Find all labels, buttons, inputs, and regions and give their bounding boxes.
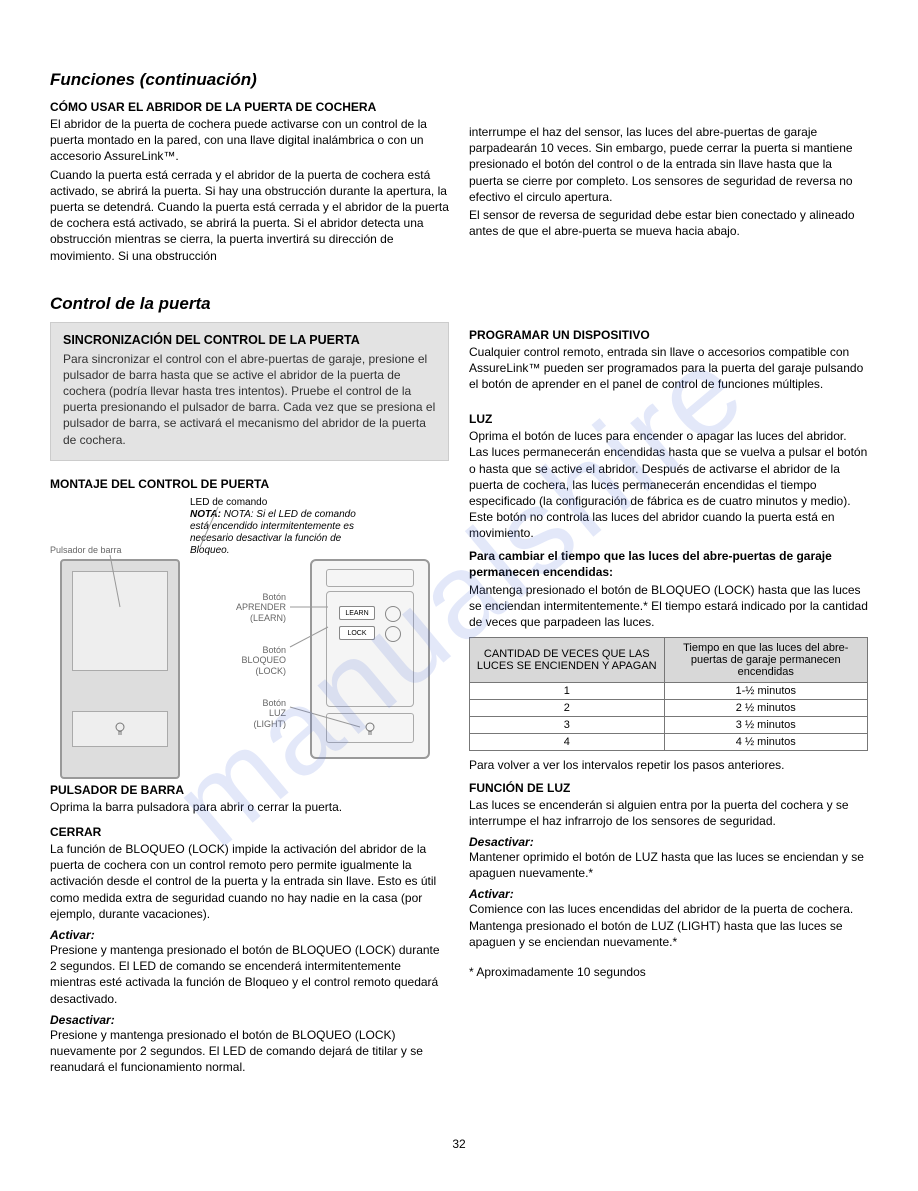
door-control-device xyxy=(60,559,180,779)
table-header-1: CANTIDAD DE VECES QUE LAS LUCES SE ENCIE… xyxy=(470,637,665,682)
montaje-title: MONTAJE DEL CONTROL DE PUERTA xyxy=(50,477,449,491)
pulsador-label: Pulsador de barra xyxy=(50,545,126,555)
table-header-2: Tiempo en que las luces del abre-puertas… xyxy=(664,637,868,682)
activar-label: Activar: xyxy=(50,928,449,942)
light-duration-table: CANTIDAD DE VECES QUE LAS LUCES SE ENCIE… xyxy=(469,637,868,751)
pulsador-barra-text: Oprima la barra pulsadora para abrir o c… xyxy=(50,799,449,815)
pulsador-barra-title: PULSADOR DE BARRA xyxy=(50,783,449,797)
table-row: 11-½ minutos xyxy=(470,682,868,699)
multi-function-panel: LEARN LOCK xyxy=(310,559,430,759)
led-circle xyxy=(385,606,401,622)
repetir-text: Para volver a ver los intervalos repetir… xyxy=(469,757,868,773)
cambiar-text: Mantenga presionado el botón de BLOQUEO … xyxy=(469,582,868,631)
page-number: 32 xyxy=(50,1137,868,1151)
funciones-para4: El sensor de reversa de seguridad debe e… xyxy=(469,207,868,239)
desactivar-text: Presione y mantenga presionado el botón … xyxy=(50,1027,449,1076)
luz-text: Oprima el botón de luces para encender o… xyxy=(469,428,868,541)
funciones-para1: El abridor de la puerta de cochera puede… xyxy=(50,116,449,165)
learn-button: LEARN xyxy=(339,606,375,620)
funciones-para2: Cuando la puerta está cerrada y el abrid… xyxy=(50,167,449,264)
funcion-luz-text: Las luces se encenderán si alguien entra… xyxy=(469,797,868,829)
table-row: 22 ½ minutos xyxy=(470,699,868,716)
programar-text: Cualquier control remoto, entrada sin ll… xyxy=(469,344,868,393)
luz-desactivar-text: Mantener oprimido el botón de LUZ hasta … xyxy=(469,849,868,881)
cerrar-text: La función de BLOQUEO (LOCK) impide la a… xyxy=(50,841,449,922)
cerrar-title: CERRAR xyxy=(50,825,449,839)
light-bulb-icon xyxy=(363,722,377,736)
led-label: LED de comando xyxy=(190,497,360,509)
diagram-note: NOTA: NOTA: Si el LED de comando está en… xyxy=(190,509,360,557)
desactivar-label: Desactivar: xyxy=(50,1013,449,1027)
luz-title: LUZ xyxy=(469,412,868,426)
funcion-luz-title: FUNCIÓN DE LUZ xyxy=(469,781,868,795)
luz-desactivar-label: Desactivar: xyxy=(469,835,868,849)
table-row: 33 ½ minutos xyxy=(470,716,868,733)
functions-title: Funciones (continuación) xyxy=(50,70,868,90)
light-bulb-icon xyxy=(113,722,127,736)
light-label: Botón LUZ (LIGHT) xyxy=(230,698,290,729)
functions-section: Funciones (continuación) CÓMO USAR EL AB… xyxy=(50,70,868,266)
lock-button: LOCK xyxy=(339,626,375,640)
programar-title: PROGRAMAR UN DISPOSITIVO xyxy=(469,328,868,342)
sync-title: SINCRONIZACIÓN DEL CONTROL DE LA PUERTA xyxy=(63,333,436,347)
table-row: 44 ½ minutos xyxy=(470,733,868,750)
control-puerta-title: Control de la puerta xyxy=(50,294,868,314)
learn-label: Botón APRENDER (LEARN) xyxy=(230,592,290,623)
activar-text: Presione y mantenga presionado el botón … xyxy=(50,942,449,1007)
sync-box: SINCRONIZACIÓN DEL CONTROL DE LA PUERTA … xyxy=(50,322,449,461)
footnote: * Aproximadamente 10 segundos xyxy=(469,964,868,980)
indicator-circle xyxy=(385,626,401,642)
como-usar-subtitle: CÓMO USAR EL ABRIDOR DE LA PUERTA DE COC… xyxy=(50,100,449,114)
luz-activar-label: Activar: xyxy=(469,887,868,901)
lock-label: Botón BLOQUEO (LOCK) xyxy=(230,645,290,676)
luz-activar-text: Comience con las luces encendidas del ab… xyxy=(469,901,868,950)
cambiar-title: Para cambiar el tiempo que las luces del… xyxy=(469,548,868,580)
funciones-para3: interrumpe el haz del sensor, las luces … xyxy=(469,124,868,205)
sync-text: Para sincronizar el control con el abre-… xyxy=(63,351,436,448)
